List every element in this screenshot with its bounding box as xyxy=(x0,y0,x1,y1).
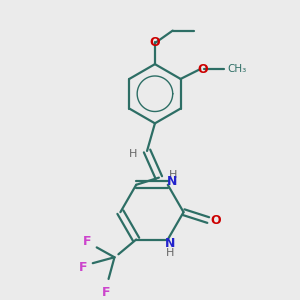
Text: O: O xyxy=(197,63,208,76)
Text: H: H xyxy=(169,170,177,180)
Text: N: N xyxy=(167,175,177,188)
Text: F: F xyxy=(79,261,87,274)
Text: F: F xyxy=(102,286,111,299)
Text: H: H xyxy=(166,248,174,258)
Text: CH₃: CH₃ xyxy=(227,64,246,74)
Text: H: H xyxy=(129,149,137,159)
Text: F: F xyxy=(82,235,91,248)
Text: O: O xyxy=(211,214,221,226)
Text: N: N xyxy=(164,237,175,250)
Text: O: O xyxy=(150,36,160,49)
